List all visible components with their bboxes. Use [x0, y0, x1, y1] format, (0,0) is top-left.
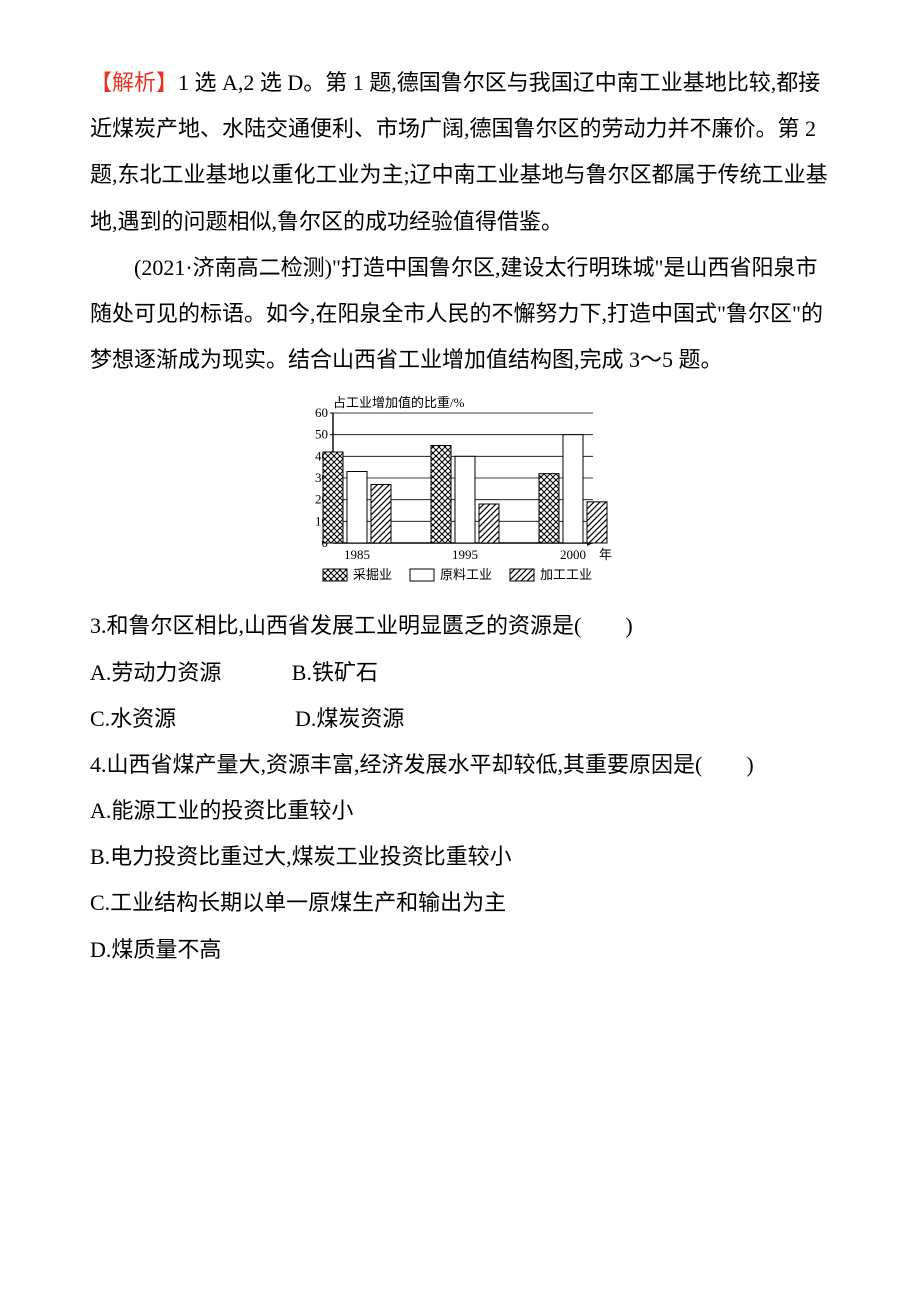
svg-text:采掘业: 采掘业 — [353, 567, 392, 582]
svg-text:50: 50 — [315, 427, 328, 442]
q4-option-a: A.能源工业的投资比重较小 — [90, 788, 830, 834]
svg-text:1985: 1985 — [344, 547, 370, 562]
q3-options-line1: A.劳动力资源 B.铁矿石 — [90, 650, 830, 696]
q3-options-line2: C.水资源 D.煤炭资源 — [90, 696, 830, 742]
q4-option-b: B.电力投资比重过大,煤炭工业投资比重较小 — [90, 834, 830, 880]
analysis-label: 【解析】 — [90, 70, 178, 95]
q3-option-c: C.水资源 — [90, 706, 176, 731]
svg-text:原料工业: 原料工业 — [440, 567, 492, 582]
svg-text:占工业增加值的比重/%: 占工业增加值的比重/% — [333, 395, 465, 410]
svg-text:2000: 2000 — [560, 547, 586, 562]
svg-text:1995: 1995 — [452, 547, 478, 562]
industry-value-chart: 占工业增加值的比重/%0102030405060198519952000年采掘业… — [295, 393, 625, 598]
q4-stem: 4.山西省煤产量大,资源丰富,经济发展水平却较低,其重要原因是( ) — [90, 742, 830, 788]
q3-option-d: D.煤炭资源 — [295, 706, 404, 731]
q3-option-b: B.铁矿石 — [292, 660, 378, 685]
chart-container: 占工业增加值的比重/%0102030405060198519952000年采掘业… — [90, 393, 830, 598]
q4-option-d: D.煤质量不高 — [90, 927, 830, 973]
q3-option-a: A.劳动力资源 — [90, 660, 221, 685]
analysis-paragraph: 【解析】1 选 A,2 选 D。第 1 题,德国鲁尔区与我国辽中南工业基地比较,… — [90, 60, 830, 245]
svg-text:年: 年 — [599, 547, 612, 562]
q3-stem: 3.和鲁尔区相比,山西省发展工业明显匮乏的资源是( ) — [90, 603, 830, 649]
svg-text:加工工业: 加工工业 — [540, 567, 592, 582]
analysis-text: 1 选 A,2 选 D。第 1 题,德国鲁尔区与我国辽中南工业基地比较,都接近煤… — [90, 70, 828, 234]
passage-paragraph: (2021·济南高二检测)"打造中国鲁尔区,建设太行明珠城"是山西省阳泉市随处可… — [90, 245, 830, 384]
svg-text:60: 60 — [315, 405, 328, 420]
passage-text: (2021·济南高二检测)"打造中国鲁尔区,建设太行明珠城"是山西省阳泉市随处可… — [90, 255, 823, 372]
q4-option-c: C.工业结构长期以单一原煤生产和输出为主 — [90, 880, 830, 926]
